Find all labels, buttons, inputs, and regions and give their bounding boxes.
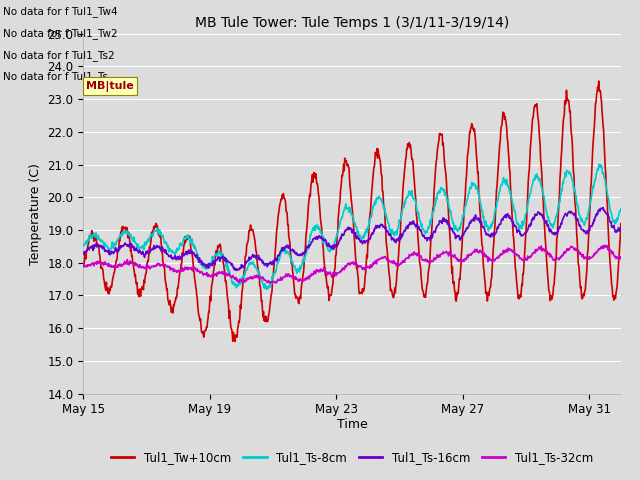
Title: MB Tule Tower: Tule Temps 1 (3/1/11-3/19/14): MB Tule Tower: Tule Temps 1 (3/1/11-3/19… <box>195 16 509 30</box>
Text: No data for f Tul1_Ts2: No data for f Tul1_Ts2 <box>3 49 115 60</box>
Legend: Tul1_Tw+10cm, Tul1_Ts-8cm, Tul1_Ts-16cm, Tul1_Ts-32cm: Tul1_Tw+10cm, Tul1_Ts-8cm, Tul1_Ts-16cm,… <box>106 446 598 469</box>
Y-axis label: Temperature (C): Temperature (C) <box>29 163 42 264</box>
Text: No data for f Tul1_Tw2: No data for f Tul1_Tw2 <box>3 28 118 39</box>
Text: No data for f Tul1_Tw4: No data for f Tul1_Tw4 <box>3 6 118 17</box>
Text: MB|tule: MB|tule <box>86 81 134 92</box>
X-axis label: Time: Time <box>337 418 367 431</box>
Text: No data for f Tul1_Ts: No data for f Tul1_Ts <box>3 71 108 82</box>
